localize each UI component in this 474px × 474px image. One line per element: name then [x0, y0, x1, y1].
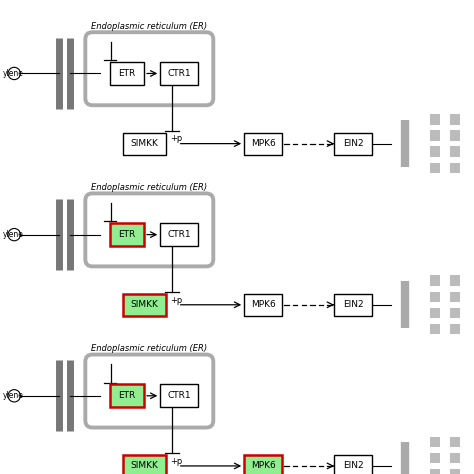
FancyBboxPatch shape: [430, 308, 440, 318]
Text: EIN2: EIN2: [343, 462, 364, 470]
FancyBboxPatch shape: [430, 437, 440, 447]
Text: +p: +p: [170, 457, 182, 465]
FancyBboxPatch shape: [450, 130, 460, 141]
FancyBboxPatch shape: [110, 223, 144, 246]
Text: CTR1: CTR1: [167, 392, 191, 400]
FancyBboxPatch shape: [334, 133, 372, 155]
Text: SIMKK: SIMKK: [131, 139, 158, 148]
FancyBboxPatch shape: [160, 223, 198, 246]
Text: +p: +p: [170, 135, 182, 143]
Text: EIN2: EIN2: [343, 301, 364, 309]
FancyBboxPatch shape: [430, 130, 440, 141]
Text: MPK6: MPK6: [251, 301, 275, 309]
Text: Endoplasmic reticulum (ER): Endoplasmic reticulum (ER): [91, 183, 207, 192]
FancyBboxPatch shape: [450, 308, 460, 318]
FancyBboxPatch shape: [123, 294, 166, 316]
FancyBboxPatch shape: [450, 114, 460, 125]
Circle shape: [8, 67, 20, 80]
FancyBboxPatch shape: [110, 62, 144, 85]
Text: MPK6: MPK6: [251, 462, 275, 470]
Text: SIMKK: SIMKK: [131, 301, 158, 309]
FancyBboxPatch shape: [450, 453, 460, 463]
Circle shape: [8, 228, 20, 241]
FancyBboxPatch shape: [450, 324, 460, 334]
Text: ETR: ETR: [118, 230, 136, 239]
Text: ylene: ylene: [2, 69, 23, 78]
Text: ylene: ylene: [2, 392, 23, 400]
FancyBboxPatch shape: [450, 469, 460, 474]
FancyBboxPatch shape: [244, 294, 282, 316]
FancyBboxPatch shape: [160, 62, 198, 85]
Text: +p: +p: [170, 296, 182, 304]
Text: MPK6: MPK6: [251, 139, 275, 148]
FancyBboxPatch shape: [430, 114, 440, 125]
FancyBboxPatch shape: [123, 133, 166, 155]
Text: EIN2: EIN2: [343, 139, 364, 148]
FancyBboxPatch shape: [85, 32, 213, 105]
Text: Endoplasmic reticulum (ER): Endoplasmic reticulum (ER): [91, 344, 207, 353]
FancyBboxPatch shape: [430, 469, 440, 474]
Text: ETR: ETR: [118, 69, 136, 78]
FancyBboxPatch shape: [430, 275, 440, 286]
FancyBboxPatch shape: [85, 193, 213, 266]
Text: CTR1: CTR1: [167, 69, 191, 78]
FancyBboxPatch shape: [430, 324, 440, 334]
FancyBboxPatch shape: [85, 355, 213, 428]
FancyBboxPatch shape: [334, 455, 372, 474]
Text: SIMKK: SIMKK: [131, 462, 158, 470]
FancyBboxPatch shape: [450, 292, 460, 302]
Text: ylene: ylene: [2, 230, 23, 239]
FancyBboxPatch shape: [244, 455, 282, 474]
Text: Endoplasmic reticulum (ER): Endoplasmic reticulum (ER): [91, 22, 207, 31]
Circle shape: [8, 390, 20, 402]
FancyBboxPatch shape: [430, 453, 440, 463]
FancyBboxPatch shape: [160, 384, 198, 407]
FancyBboxPatch shape: [430, 292, 440, 302]
FancyBboxPatch shape: [450, 437, 460, 447]
FancyBboxPatch shape: [123, 455, 166, 474]
FancyBboxPatch shape: [450, 146, 460, 157]
FancyBboxPatch shape: [430, 163, 440, 173]
FancyBboxPatch shape: [430, 146, 440, 157]
FancyBboxPatch shape: [334, 294, 372, 316]
FancyBboxPatch shape: [110, 384, 144, 407]
FancyBboxPatch shape: [450, 275, 460, 286]
Text: CTR1: CTR1: [167, 230, 191, 239]
FancyBboxPatch shape: [450, 163, 460, 173]
Text: ETR: ETR: [118, 392, 136, 400]
FancyBboxPatch shape: [244, 133, 282, 155]
